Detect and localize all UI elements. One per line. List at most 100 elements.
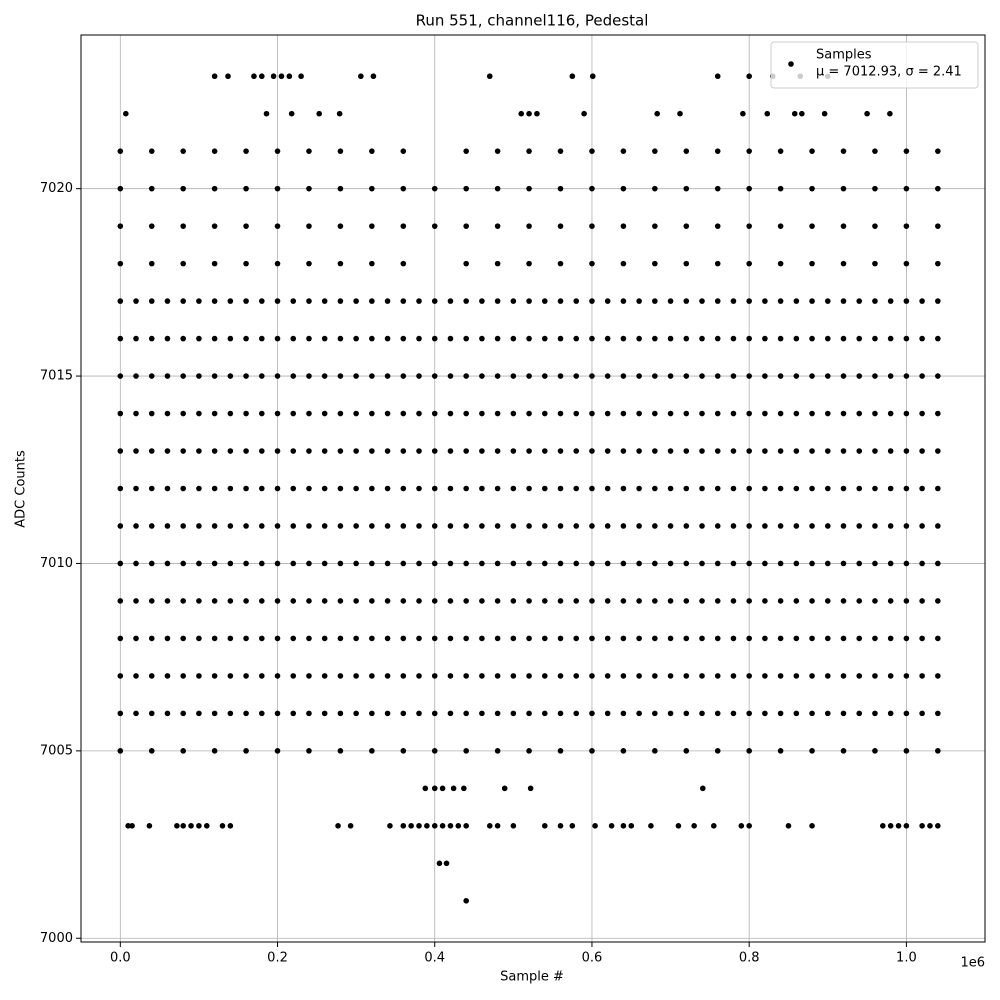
sample-point — [699, 598, 705, 604]
sample-point — [592, 823, 598, 829]
sample-point — [180, 485, 186, 492]
sample-point — [636, 373, 642, 379]
sample-point — [620, 148, 627, 154]
sample-point — [463, 410, 469, 417]
sample-point — [777, 485, 784, 492]
sample-point — [243, 410, 249, 417]
sample-point — [872, 523, 878, 529]
sample-point — [809, 148, 815, 154]
sample-point — [856, 523, 863, 529]
sample-point — [306, 185, 312, 192]
sample-point — [479, 710, 485, 717]
sample-point — [864, 110, 870, 117]
sample-point — [699, 673, 705, 679]
sample-point — [337, 223, 344, 229]
sample-point — [557, 185, 564, 192]
sample-point — [872, 148, 878, 154]
sample-point — [133, 410, 139, 417]
sample-point — [180, 260, 186, 267]
sample-point — [903, 185, 910, 192]
sample-point — [306, 710, 312, 717]
sample-point — [510, 710, 517, 717]
sample-point — [824, 560, 831, 567]
sample-point — [919, 673, 925, 679]
sample-point — [431, 373, 438, 379]
sample-point — [416, 335, 422, 342]
sample-point — [793, 710, 800, 717]
sample-point — [683, 298, 690, 304]
sample-point — [243, 748, 249, 754]
sample-point — [337, 410, 344, 417]
sample-point — [431, 560, 438, 567]
sample-point — [824, 485, 831, 492]
sample-point — [675, 823, 682, 829]
sample-point — [840, 485, 847, 492]
sample-point — [746, 823, 752, 829]
sample-point — [785, 823, 792, 829]
sample-point — [636, 598, 642, 604]
sample-point — [463, 373, 469, 379]
sample-point — [384, 710, 391, 717]
sample-point — [714, 260, 721, 267]
sample-point — [117, 410, 124, 417]
sample-point — [777, 298, 784, 304]
sample-point — [872, 748, 878, 754]
sample-point — [648, 823, 654, 829]
sample-point — [840, 298, 847, 304]
sample-point — [447, 673, 454, 679]
sample-point — [259, 335, 265, 342]
sample-point — [196, 710, 202, 717]
sample-point — [447, 298, 454, 304]
sample-point — [620, 635, 627, 642]
sample-point — [447, 373, 454, 379]
sample-point — [935, 410, 941, 417]
sample-point — [337, 298, 344, 304]
sample-point — [337, 710, 344, 717]
sample-point — [557, 298, 564, 304]
sample-point — [935, 223, 941, 229]
sample-point — [196, 485, 202, 492]
sample-point — [746, 710, 752, 717]
sample-point — [746, 298, 752, 304]
sample-point — [450, 785, 457, 792]
sample-point — [306, 598, 312, 604]
sample-point — [903, 410, 910, 417]
sample-point — [569, 73, 576, 80]
sample-point — [809, 260, 815, 267]
sample-point — [290, 560, 297, 567]
sample-point — [431, 673, 438, 679]
sample-point — [714, 635, 721, 642]
sample-point — [935, 373, 941, 379]
sample-point — [196, 823, 202, 829]
sample-point — [793, 635, 800, 642]
sample-point — [353, 673, 359, 679]
sample-point — [274, 598, 281, 604]
sample-point — [270, 73, 277, 80]
sample-point — [589, 448, 595, 454]
sample-point — [746, 373, 752, 379]
sample-point — [620, 335, 627, 342]
sample-point — [714, 523, 721, 529]
sample-point — [935, 598, 941, 604]
sample-point — [526, 560, 532, 567]
sample-point — [791, 110, 798, 117]
sample-point — [714, 673, 721, 679]
sample-point — [589, 298, 595, 304]
sample-point — [604, 560, 611, 567]
sample-point — [541, 373, 548, 379]
sample-point — [762, 673, 768, 679]
sample-point — [306, 260, 312, 267]
sample-point — [526, 185, 532, 192]
sample-point — [762, 560, 768, 567]
sample-point — [164, 523, 171, 529]
sample-point — [431, 598, 438, 604]
sample-point — [809, 373, 815, 379]
sample-point — [321, 598, 328, 604]
sample-point — [353, 710, 359, 717]
sample-point — [164, 298, 171, 304]
sample-point — [148, 485, 155, 492]
sample-point — [573, 448, 580, 454]
sample-point — [824, 598, 831, 604]
sample-point — [259, 598, 265, 604]
